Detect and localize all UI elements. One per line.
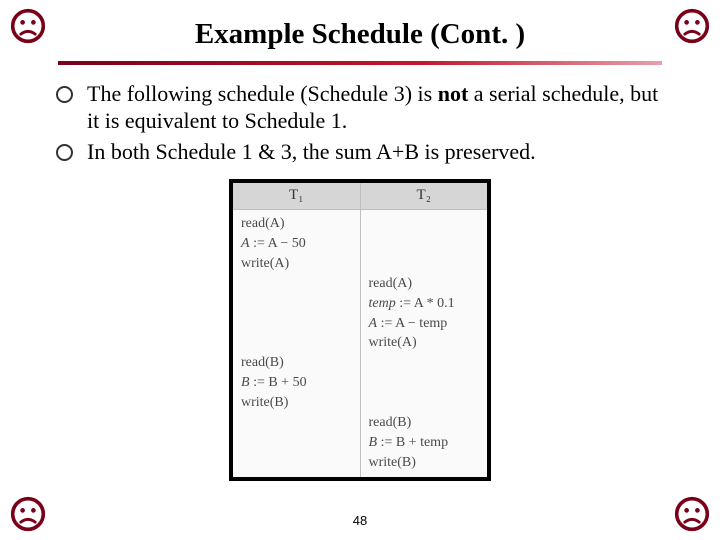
table-cell: write(B) — [360, 453, 487, 473]
table-cell — [233, 413, 360, 433]
table-cell: B := B + 50 — [233, 373, 360, 393]
schedule-table: T₁ T₂ read(A) A := A − 50 write(A) read(… — [229, 179, 491, 480]
slide-body: The following schedule (Schedule 3) is n… — [0, 65, 720, 481]
table-cell — [360, 353, 487, 373]
table-header: T₂ — [360, 183, 487, 210]
bullet-text: In both Schedule 1 & 3, the sum A+B is p… — [87, 139, 536, 166]
table-cell: read(A) — [233, 214, 360, 234]
table-cell — [360, 234, 487, 254]
slide: Example Schedule (Cont. ) The following … — [0, 0, 720, 540]
table-cell: write(A) — [233, 254, 360, 274]
table-cell — [360, 254, 487, 274]
slide-title: Example Schedule (Cont. ) — [0, 0, 720, 51]
circle-bullet-icon — [56, 144, 73, 161]
table-cell — [233, 274, 360, 294]
table-cell: read(B) — [360, 413, 487, 433]
bullet-item: In both Schedule 1 & 3, the sum A+B is p… — [56, 139, 664, 166]
sad-face-icon — [10, 8, 46, 44]
sad-face-icon — [674, 8, 710, 44]
table-cell — [360, 393, 487, 413]
circle-bullet-icon — [56, 86, 73, 103]
table-cell: B := B + temp — [360, 433, 487, 453]
table-header: T₁ — [233, 183, 360, 210]
table-cell: A := A − temp — [360, 314, 487, 334]
table-cell: read(A) — [360, 274, 487, 294]
table-cell — [360, 373, 487, 393]
bullet-item: The following schedule (Schedule 3) is n… — [56, 81, 664, 135]
table-cell: temp := A * 0.1 — [360, 294, 487, 314]
bullet-text: The following schedule (Schedule 3) is n… — [87, 81, 664, 135]
page-number: 48 — [0, 513, 720, 528]
table-cell: write(A) — [360, 333, 487, 353]
table-cell — [233, 294, 360, 314]
table-cell: A := A − 50 — [233, 234, 360, 254]
table-cell — [233, 453, 360, 473]
table-cell: read(B) — [233, 353, 360, 373]
table-cell — [233, 314, 360, 334]
table-cell — [360, 214, 487, 234]
table-cell — [233, 333, 360, 353]
table-cell: write(B) — [233, 393, 360, 413]
table-cell — [233, 433, 360, 453]
